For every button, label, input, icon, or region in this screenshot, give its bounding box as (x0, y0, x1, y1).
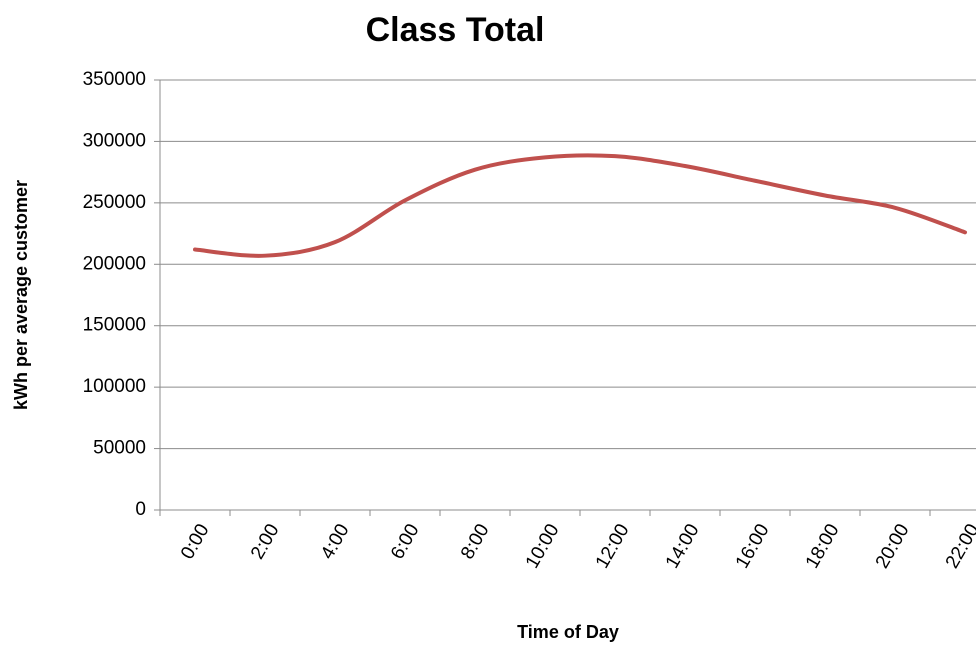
y-tick-label: 300000 (83, 130, 146, 151)
x-tick-label: 16:00 (732, 521, 774, 573)
y-tick-label: 100000 (83, 376, 146, 397)
y-axis-label: kWh per average customer (11, 180, 31, 410)
x-tick-label: 4:00 (317, 521, 354, 564)
y-tick-label: 50000 (93, 438, 146, 459)
x-tick-label: 14:00 (662, 521, 704, 573)
x-tick-label: 18:00 (802, 521, 844, 573)
x-axis-label: Time of Day (517, 622, 619, 642)
y-tick-label: 200000 (83, 253, 146, 274)
x-tick-label: 10:00 (522, 521, 564, 573)
x-tick-label: 20:00 (872, 521, 914, 573)
x-tick-label: 6:00 (387, 521, 424, 564)
y-tick-label: 350000 (83, 69, 146, 90)
x-tick-label: 8:00 (457, 521, 494, 564)
y-tick-label: 150000 (83, 315, 146, 336)
x-tick-label: 12:00 (592, 521, 634, 573)
line-series (193, 153, 967, 258)
x-tick-label: 0:00 (177, 521, 214, 564)
chart-title: Class Total (366, 11, 545, 49)
x-tick-label: 22:00 (942, 521, 976, 573)
x-tick-label: 2:00 (247, 521, 284, 564)
y-tick-label: 0 (135, 499, 146, 520)
y-tick-label: 250000 (83, 192, 146, 213)
